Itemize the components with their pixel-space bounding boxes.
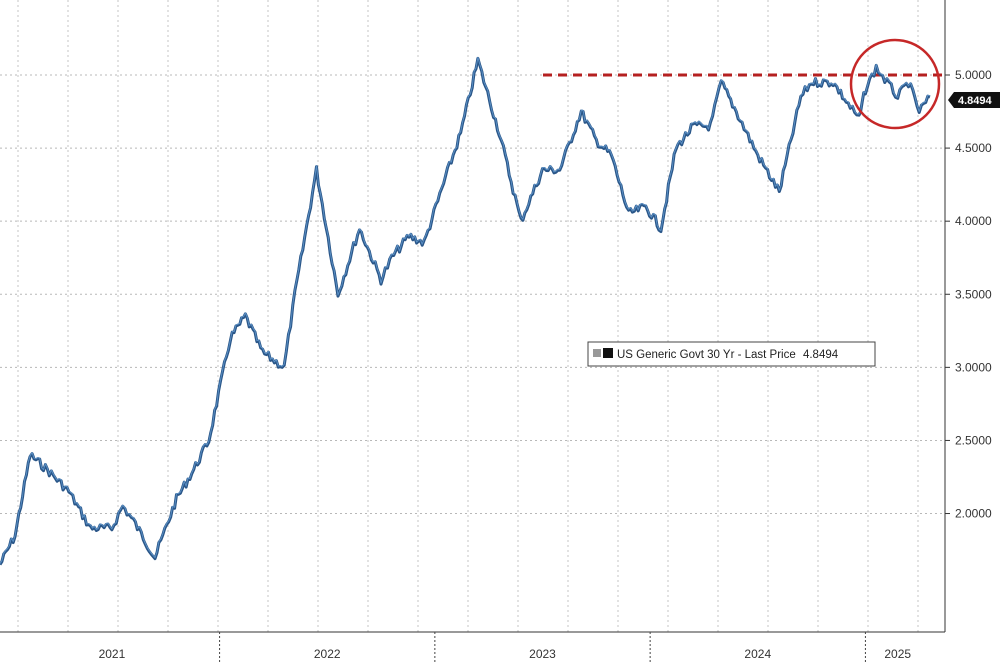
legend-swatch — [603, 348, 613, 358]
last-price-tag-shape — [948, 92, 1000, 108]
legend: US Generic Govt 30 Yr - Last Price 4.849… — [587, 341, 876, 367]
legend-series-value: 4.8494 — [803, 349, 839, 361]
y-tick-label: 2.0000 — [955, 507, 992, 521]
last-price-label: 4.8494 — [958, 95, 993, 107]
x-tick-label: 2023 — [529, 647, 556, 661]
vertical-gridlines — [17, 0, 919, 632]
y-tick-label: 4.0000 — [955, 214, 992, 228]
series-line-highlight — [0, 56, 931, 564]
legend-series-name: US Generic Govt 30 Yr - Last Price — [617, 349, 796, 361]
y-tick-label: 3.5000 — [955, 287, 992, 301]
legend-swatch-shadow — [593, 349, 601, 357]
x-tick-label: 2024 — [744, 647, 771, 661]
y-tick-label: 4.5000 — [955, 141, 992, 155]
highlight-circle — [849, 38, 941, 130]
legend-box — [587, 341, 876, 367]
x-tick-label: 2025 — [884, 647, 911, 661]
x-tick-labels: 2021 2022 2023 2024 2025 — [99, 632, 911, 664]
x-tick-label: 2022 — [314, 647, 341, 661]
legend-entry: US Generic Govt 30 Yr - Last Price 4.849… — [617, 349, 839, 361]
x-tick-label: 2021 — [99, 647, 126, 661]
last-price-tag: 4.8494 — [948, 92, 1000, 108]
y-tick-label: 3.0000 — [955, 360, 992, 374]
y-tick-label: 2.5000 — [955, 433, 992, 447]
y-tick-label: 5.0000 — [955, 68, 992, 82]
y-tick-labels: 2.0000 2.5000 3.0000 3.5000 4.0000 4.5000 5.00… — [945, 68, 992, 521]
